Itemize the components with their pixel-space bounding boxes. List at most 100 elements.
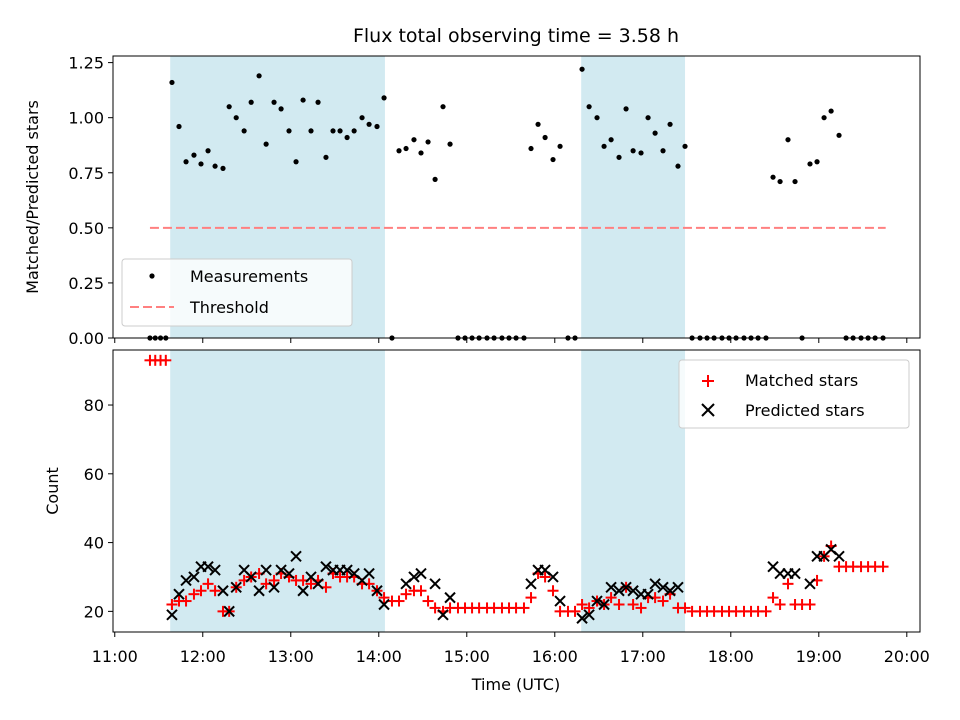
measurement-point (594, 115, 600, 121)
bottom-shaded-intervals (170, 350, 686, 632)
measurement-point (176, 123, 182, 130)
measurement-point (616, 154, 622, 160)
measurement-point (675, 163, 681, 169)
measurement-point (682, 143, 688, 149)
top-x-ticks (114, 338, 908, 343)
measurement-point (359, 115, 365, 121)
predicted-star-point (230, 581, 242, 593)
predicted-star-point (649, 578, 661, 590)
matched-star-point (539, 571, 551, 583)
bottom-xtick-label-2: 13:00 (268, 647, 314, 666)
measurement-point (183, 159, 189, 165)
measurement-point (579, 66, 585, 72)
x-axis-label: Time (UTC) (471, 675, 560, 694)
top-ytick-label-1: 0.25 (68, 274, 104, 293)
measurement-point (374, 123, 380, 130)
predicted-star-point (437, 609, 449, 621)
predicted-star-point (341, 564, 353, 576)
legend-matched-label: Matched stars (745, 371, 858, 390)
measurement-point (226, 104, 232, 110)
matched-star-point (605, 592, 617, 604)
measurement-point (212, 163, 218, 169)
matched-star-point (422, 595, 434, 607)
bottom-xtick-label-0: 11:00 (92, 647, 138, 666)
measurement-point (836, 132, 842, 138)
matched-star-point (583, 602, 595, 614)
predicted-star-point (223, 605, 235, 618)
measurement-point (205, 148, 211, 154)
top-shaded-interval-1 (581, 56, 686, 338)
top-ytick-label-2: 0.50 (68, 219, 104, 238)
matched-star-point (305, 578, 317, 590)
top-axes-frame (112, 55, 921, 339)
legend-measurements-label: Measurements (190, 267, 308, 286)
predicted-star-point (283, 567, 295, 580)
measurement-point (198, 161, 204, 167)
bottom-xtick-label-4: 15:00 (444, 647, 490, 666)
bottom-ytick-label-0: 20 (84, 602, 104, 621)
predicted-star-point (664, 585, 676, 597)
measurement-point (814, 159, 820, 165)
matched-star-point (760, 605, 772, 617)
predicted-star-point (378, 598, 390, 611)
top-ytick-label-5: 1.25 (68, 54, 104, 73)
bottom-xtick-label-7: 18:00 (708, 647, 754, 666)
measurement-point (601, 143, 607, 149)
predicted-star-point (605, 581, 617, 593)
predicted-star-point (525, 578, 537, 590)
top-ytick-label-4: 1.00 (68, 109, 104, 128)
matched-star-point (782, 578, 794, 590)
measurement-point (807, 161, 813, 167)
predicted-star-point (591, 595, 603, 607)
legend-threshold-label: Threshold (189, 298, 269, 317)
matched-star-point (378, 592, 390, 604)
matched-star-point (415, 585, 427, 597)
predicted-star-point (576, 612, 588, 624)
measurement-point (256, 73, 262, 79)
predicted-star-point (312, 578, 324, 590)
measurement-point (440, 104, 446, 110)
bottom-legend: Matched stars Predicted stars (678, 359, 910, 429)
matched-star-point (209, 585, 221, 597)
predicted-star-point (275, 564, 287, 576)
measurement-point (447, 141, 453, 147)
predicted-star-point (260, 564, 272, 576)
measurement-point (411, 137, 417, 143)
bottom-xtick-label-6: 17:00 (620, 647, 666, 666)
matched-star-point (166, 598, 178, 610)
predicted-star-point (672, 581, 684, 593)
measurement-point (300, 97, 306, 103)
predicted-star-point (547, 571, 559, 583)
measurement-point (396, 148, 402, 154)
measurement-point (528, 145, 534, 152)
predicted-star-point (833, 550, 845, 563)
measurement-point (550, 156, 556, 163)
predicted-star-point (613, 585, 625, 597)
matched-star-point (518, 602, 530, 614)
predicted-star-point (444, 591, 456, 604)
measurement-point (403, 145, 409, 152)
bottom-axes-frame (112, 349, 921, 633)
top-y-ticks: 0.00 0.25 0.50 0.75 1.00 1.25 (68, 54, 113, 348)
measurement-point (652, 130, 658, 136)
measurement-point (785, 137, 791, 143)
predicted-star-point (627, 585, 639, 597)
measurement-point (233, 115, 239, 121)
matched-star-point (547, 585, 559, 597)
measurement-point (344, 134, 350, 141)
top-ytick-label-3: 0.75 (68, 164, 104, 183)
bottom-xtick-label-8: 19:00 (796, 647, 842, 666)
measurement-point (169, 79, 175, 86)
predicted-star-point (217, 585, 229, 597)
bottom-shaded-interval-1 (581, 350, 686, 632)
matched-star-point (877, 561, 889, 573)
measurement-point (638, 150, 644, 156)
measurement-point (630, 148, 636, 154)
measurement-point (323, 154, 329, 160)
predicted-star-point (642, 588, 654, 600)
measurement-point (308, 128, 314, 134)
measurement-point (535, 121, 541, 127)
top-y-axis-label: Matched/Predicted stars (23, 100, 42, 294)
